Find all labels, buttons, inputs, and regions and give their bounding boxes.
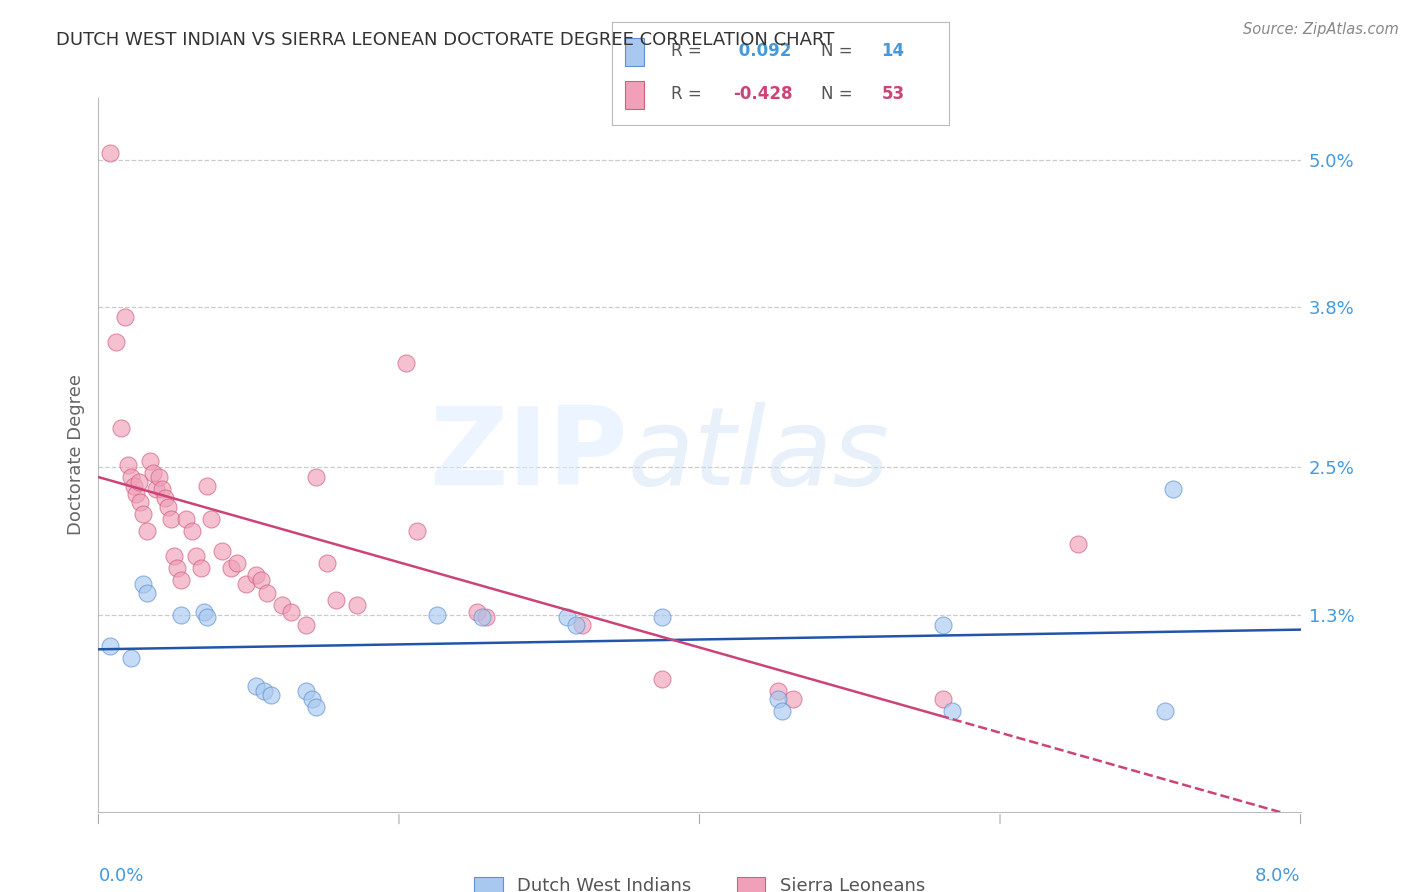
Point [170, 607, 193, 622]
Point [305, 700, 328, 714]
Point [200, 512, 222, 526]
Text: N =: N = [821, 42, 852, 60]
Text: atlas: atlas [627, 402, 889, 508]
Point [1067, 536, 1090, 550]
Point [138, 454, 160, 468]
Point [294, 684, 316, 698]
Point [249, 574, 271, 588]
FancyBboxPatch shape [626, 37, 644, 66]
Point [135, 585, 157, 599]
Point [571, 617, 593, 632]
Point [346, 598, 368, 612]
Point [280, 606, 302, 620]
Point [180, 524, 202, 539]
Text: 0.092: 0.092 [733, 42, 792, 60]
Text: ZIP: ZIP [429, 402, 627, 508]
Point [651, 610, 673, 624]
Point [270, 598, 292, 612]
Point [770, 704, 793, 718]
Point [425, 607, 447, 622]
Point [148, 470, 170, 484]
Point [406, 524, 429, 539]
Point [315, 556, 337, 570]
Point [325, 593, 347, 607]
Point [225, 556, 247, 570]
Point [256, 585, 278, 599]
Y-axis label: Doctorate Degree: Doctorate Degree [66, 375, 84, 535]
Point [125, 487, 148, 501]
Text: R =: R = [671, 42, 702, 60]
Point [294, 617, 316, 632]
Text: 53: 53 [882, 85, 904, 103]
Point [129, 494, 152, 508]
Point [253, 684, 276, 698]
Point [128, 475, 150, 489]
Point [184, 549, 207, 563]
Point [932, 691, 955, 706]
Point [260, 688, 283, 702]
Point [195, 610, 218, 624]
Point [471, 610, 494, 624]
Text: 8.0%: 8.0% [1256, 867, 1301, 885]
Point [1154, 704, 1177, 718]
Text: R =: R = [671, 85, 702, 103]
Point [565, 617, 588, 632]
Point [166, 561, 188, 575]
Point [150, 483, 173, 497]
Point [245, 679, 267, 693]
Text: 14: 14 [882, 42, 904, 60]
Point [145, 483, 167, 497]
Point [245, 568, 267, 582]
Point [555, 610, 578, 624]
Point [193, 606, 215, 620]
Point [100, 146, 122, 161]
Point [766, 684, 789, 698]
Point [651, 672, 673, 686]
Point [219, 561, 242, 575]
Point [766, 691, 789, 706]
Point [110, 421, 132, 435]
Point [301, 691, 323, 706]
Text: -0.428: -0.428 [733, 85, 793, 103]
Point [121, 651, 143, 665]
Point [941, 704, 963, 718]
Point [121, 470, 143, 484]
Text: DUTCH WEST INDIAN VS SIERRA LEONEAN DOCTORATE DEGREE CORRELATION CHART: DUTCH WEST INDIAN VS SIERRA LEONEAN DOCT… [56, 31, 835, 49]
Point [211, 544, 233, 558]
Point [305, 470, 328, 484]
Point [235, 577, 257, 591]
Point [1161, 483, 1184, 497]
Point [156, 500, 179, 514]
Text: N =: N = [821, 85, 852, 103]
Point [475, 610, 498, 624]
Point [174, 512, 197, 526]
Point [132, 507, 155, 521]
Point [465, 606, 488, 620]
Text: Source: ZipAtlas.com: Source: ZipAtlas.com [1243, 22, 1399, 37]
Point [132, 577, 155, 591]
Point [932, 617, 955, 632]
Point [153, 491, 176, 505]
Point [105, 334, 128, 349]
Point [170, 574, 193, 588]
Point [395, 356, 418, 370]
Point [135, 524, 157, 539]
FancyBboxPatch shape [626, 81, 644, 110]
Point [782, 691, 804, 706]
Point [141, 467, 163, 481]
Text: 0.0%: 0.0% [98, 867, 143, 885]
Legend: Dutch West Indians, Sierra Leoneans: Dutch West Indians, Sierra Leoneans [467, 870, 932, 892]
Point [117, 458, 139, 472]
Point [195, 478, 218, 492]
Point [190, 561, 212, 575]
Point [159, 512, 181, 526]
Point [114, 310, 136, 325]
Point [124, 478, 146, 492]
Point [162, 549, 184, 563]
Point [100, 639, 122, 653]
